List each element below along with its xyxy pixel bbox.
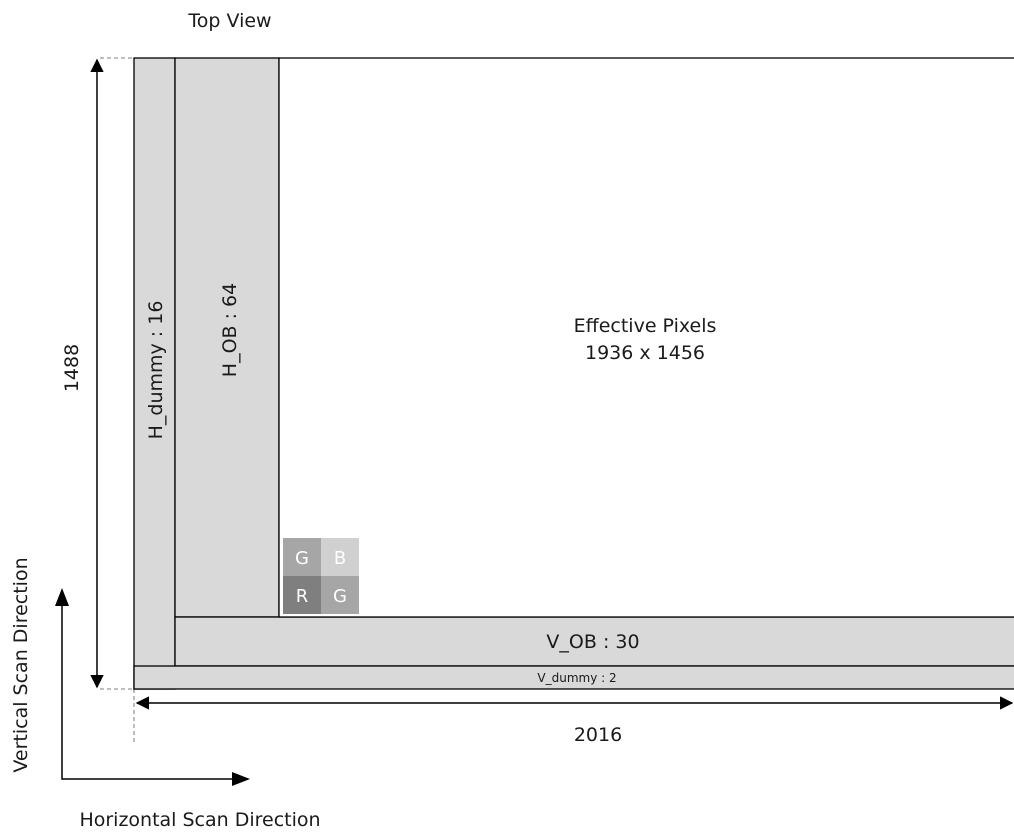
scan-direction-axes: [61, 594, 248, 780]
horizontal-scan-direction-label: Horizontal Scan Direction: [79, 809, 320, 831]
cfa-label-b: B: [334, 548, 346, 569]
diagram-title: Top View: [187, 10, 271, 32]
cfa-cell-g-top: [283, 538, 321, 576]
h-ob-label: H_OB : 64: [219, 283, 241, 377]
v-ob-label: V_OB : 30: [546, 631, 639, 653]
h-ob-region: [174, 57, 280, 618]
cfa-cell-b: [321, 538, 359, 576]
cfa-cell-g-bottom: [321, 576, 359, 614]
vertical-scan-arrowhead: [55, 588, 69, 606]
height-dimension-label: 1488: [61, 344, 83, 392]
cfa-label-r: R: [296, 586, 309, 607]
effective-pixels-label: Effective Pixels: [574, 315, 717, 337]
h-dummy-label: H_dummy : 16: [145, 301, 167, 440]
cfa-label-g-top: G: [295, 548, 309, 569]
effective-pixels-size: 1936 x 1456: [585, 342, 705, 364]
cfa-label-g-bottom: G: [333, 586, 347, 607]
v-dummy-label: V_dummy : 2: [537, 671, 616, 685]
effective-pixel-area: [278, 57, 1014, 618]
cfa-cell-r: [283, 576, 321, 614]
horizontal-scan-arrowhead: [232, 772, 250, 786]
vertical-scan-direction-label: Vertical Scan Direction: [10, 557, 32, 772]
v-ob-region: [174, 616, 1014, 667]
v-dummy-region: [133, 665, 1014, 690]
color-filter-array: G B R G: [283, 538, 359, 614]
width-dimension-label: 2016: [574, 724, 622, 746]
h-dummy-region: [133, 57, 176, 690]
